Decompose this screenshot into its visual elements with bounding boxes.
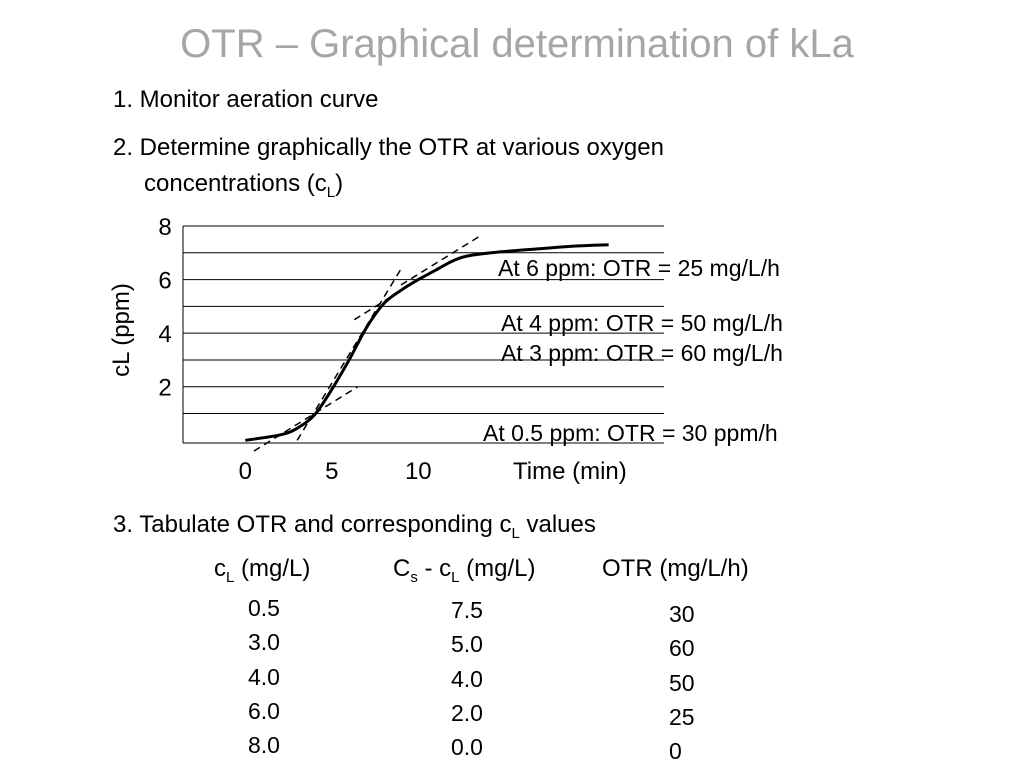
y-axis-label: cL (ppm): [108, 283, 135, 377]
step-3-text: 3. Tabulate OTR and corresponding cL val…: [113, 511, 596, 542]
cell-diff: 0.0: [451, 734, 483, 760]
col-header-cs-cl: Cs - cL (mg/L): [393, 555, 536, 586]
y-tick-label: 4: [158, 321, 171, 348]
slide-title: OTR – Graphical determination of kLa: [180, 22, 854, 66]
cell-diff: 7.5: [451, 597, 483, 623]
cell-otr: 25: [669, 704, 695, 730]
cell-cl: 4.0: [248, 664, 280, 690]
y-tick-label: 6: [158, 268, 171, 295]
annotation-6ppm: At 6 ppm: OTR = 25 mg/L/h: [498, 255, 780, 281]
cell-cl: 6.0: [248, 698, 280, 724]
annotation-4ppm: At 4 ppm: OTR = 50 mg/L/h: [501, 310, 783, 336]
x-tick-label: 5: [325, 458, 338, 485]
cell-diff: 5.0: [451, 631, 483, 657]
cell-diff: 2.0: [451, 700, 483, 726]
cell-otr: 50: [669, 670, 695, 696]
step-1-text: 1. Monitor aeration curve: [113, 86, 379, 113]
tangent-line-4: [400, 236, 480, 286]
cell-cl: 0.5: [248, 595, 280, 621]
y-tick-label: 2: [158, 375, 171, 402]
x-tick-label: 10: [405, 458, 432, 485]
cell-otr: 60: [669, 635, 695, 661]
step-2-text: 2. Determine graphically the OTR at vari…: [113, 134, 664, 161]
cell-cl: 3.0: [248, 629, 280, 655]
y-tick-label: 8: [158, 214, 171, 241]
tangent-line-2: [296, 268, 402, 441]
tangent-line-1: [253, 386, 359, 452]
x-tick-label: 0: [239, 458, 252, 485]
cell-otr: 30: [669, 601, 695, 627]
annotation-3ppm: At 3 ppm: OTR = 60 mg/L/h: [501, 340, 783, 366]
x-axis-label: Time (min): [513, 458, 627, 485]
cell-diff: 4.0: [451, 666, 483, 692]
cell-otr: 0: [669, 738, 682, 764]
annotation-0.5ppm: At 0.5 ppm: OTR = 30 ppm/h: [483, 420, 778, 446]
cell-cl: 8.0: [248, 732, 280, 758]
step-2-continuation: concentrations (cL): [144, 170, 344, 201]
aeration-curve: [245, 243, 609, 442]
col-header-cl: cL (mg/L): [214, 555, 311, 586]
col-header-otr: OTR (mg/L/h): [602, 555, 749, 582]
